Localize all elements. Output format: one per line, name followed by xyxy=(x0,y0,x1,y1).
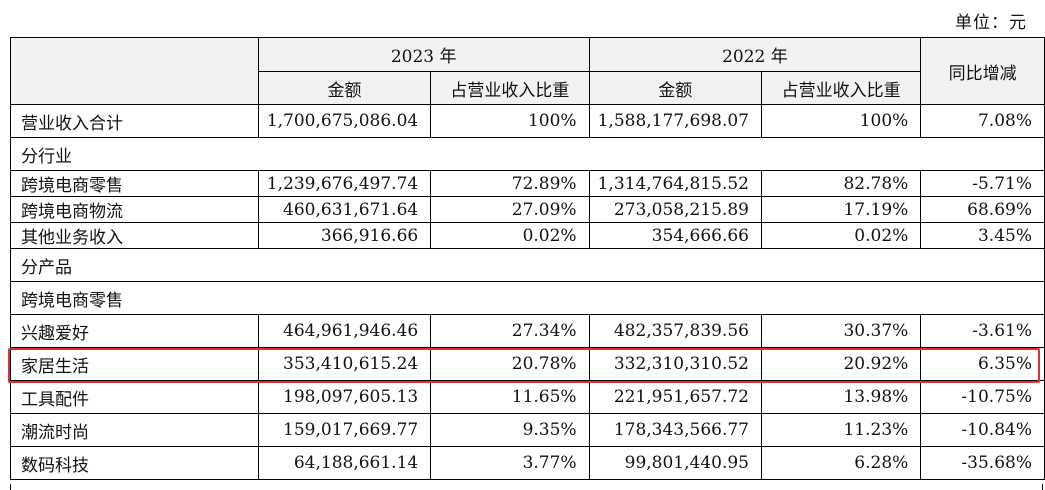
amount-2023: 198,097,605.13 xyxy=(257,380,432,414)
share-2022: 20.92% xyxy=(760,347,922,381)
header-share-2022: 占营业收入比重 xyxy=(760,71,922,105)
row-label: 营业收入合计 xyxy=(10,104,259,138)
amount-2023: 460,631,671.64 xyxy=(257,196,432,223)
yoy-change: -35.68% xyxy=(920,446,1045,480)
amount-2023: 1,239,676,497.74 xyxy=(257,170,432,197)
section-row-industry: 分行业 xyxy=(10,137,1045,171)
yoy-change: -10.75% xyxy=(920,380,1045,414)
row-label: 数码科技 xyxy=(10,446,259,480)
share-2023: 27.09% xyxy=(430,196,590,223)
row-label: 兴趣爱好 xyxy=(10,314,259,348)
row-label: 跨境电商零售 xyxy=(10,170,259,197)
share-2023: 100% xyxy=(430,104,590,138)
share-2023: 72.89% xyxy=(430,170,590,197)
header-share-2023: 占营业收入比重 xyxy=(430,71,590,105)
table-continuation xyxy=(10,484,1043,490)
share-2022: 11.23% xyxy=(760,413,922,447)
share-2023: 27.34% xyxy=(430,314,590,348)
share-2022: 100% xyxy=(760,104,922,138)
section-row-retail: 跨境电商零售 xyxy=(10,281,1045,315)
amount-2022: 332,310,310.52 xyxy=(588,347,763,381)
amount-2022: 99,801,440.95 xyxy=(588,446,763,480)
table-row-highlighted: 家居生活 353,410,615.24 20.78% 332,310,310.5… xyxy=(10,347,1045,381)
header-year-2023: 2023 年 xyxy=(257,37,590,72)
share-2023: 20.78% xyxy=(430,347,590,381)
header-amount-2022: 金额 xyxy=(588,71,763,105)
table-row: 跨境电商物流 460,631,671.64 27.09% 273,058,215… xyxy=(10,196,1045,223)
amount-2022: 354,666.66 xyxy=(588,222,763,249)
section-row-product: 分产品 xyxy=(10,248,1045,282)
table-row: 兴趣爱好 464,961,946.46 27.34% 482,357,839.5… xyxy=(10,314,1045,348)
header-year-2022: 2022 年 xyxy=(588,37,922,72)
amount-2023: 64,188,661.14 xyxy=(257,446,432,480)
table-row: 其他业务收入 366,916.66 0.02% 354,666.66 0.02%… xyxy=(10,222,1045,249)
table-row-total: 营业收入合计 1,700,675,086.04 100% 1,588,177,6… xyxy=(10,104,1045,138)
yoy-change: -3.61% xyxy=(920,314,1045,348)
section-label: 跨境电商零售 xyxy=(10,281,1045,315)
share-2023: 3.77% xyxy=(430,446,590,480)
share-2022: 17.19% xyxy=(760,196,922,223)
table-row: 潮流时尚 159,017,669.77 9.35% 178,343,566.77… xyxy=(10,413,1045,447)
header-amount-2023: 金额 xyxy=(257,71,432,105)
header-blank-cell xyxy=(10,37,259,105)
row-label: 跨境电商物流 xyxy=(10,196,259,223)
revenue-table: 2023 年 2022 年 同比增减 金额 占营业收入比重 金额 占营业收入比重… xyxy=(10,37,1045,480)
share-2022: 30.37% xyxy=(760,314,922,348)
amount-2022: 1,314,764,815.52 xyxy=(588,170,763,197)
amount-2022: 273,058,215.89 xyxy=(588,196,763,223)
share-2022: 82.78% xyxy=(760,170,922,197)
amount-2022: 178,343,566.77 xyxy=(588,413,763,447)
table-row: 工具配件 198,097,605.13 11.65% 221,951,657.7… xyxy=(10,380,1045,414)
share-2022: 0.02% xyxy=(760,222,922,249)
amount-2023: 464,961,946.46 xyxy=(257,314,432,348)
yoy-change: -10.84% xyxy=(920,413,1045,447)
share-2023: 11.65% xyxy=(430,380,590,414)
amount-2022: 221,951,657.72 xyxy=(588,380,763,414)
amount-2023: 159,017,669.77 xyxy=(257,413,432,447)
share-2022: 6.28% xyxy=(760,446,922,480)
amount-2023: 353,410,615.24 xyxy=(257,347,432,381)
amount-2022: 482,357,839.56 xyxy=(588,314,763,348)
share-2022: 13.98% xyxy=(760,380,922,414)
amount-2022: 1,588,177,698.07 xyxy=(588,104,763,138)
row-label: 工具配件 xyxy=(10,380,259,414)
section-label: 分产品 xyxy=(10,248,1045,282)
amount-2023: 366,916.66 xyxy=(257,222,432,249)
row-label: 潮流时尚 xyxy=(10,413,259,447)
yoy-change: 7.08% xyxy=(920,104,1045,138)
yoy-change: 68.69% xyxy=(920,196,1045,223)
row-label: 其他业务收入 xyxy=(10,222,259,249)
section-label: 分行业 xyxy=(10,137,1045,171)
table-row: 数码科技 64,188,661.14 3.77% 99,801,440.95 6… xyxy=(10,446,1045,480)
share-2023: 0.02% xyxy=(430,222,590,249)
yoy-change: -5.71% xyxy=(920,170,1045,197)
header-yoy: 同比增减 xyxy=(920,37,1045,105)
unit-label: 单位：元 xyxy=(955,13,1027,33)
row-label: 家居生活 xyxy=(10,347,259,381)
yoy-change: 3.45% xyxy=(920,222,1045,249)
share-2023: 9.35% xyxy=(430,413,590,447)
yoy-change: 6.35% xyxy=(920,347,1045,381)
table-row: 跨境电商零售 1,239,676,497.74 72.89% 1,314,764… xyxy=(10,170,1045,197)
amount-2023: 1,700,675,086.04 xyxy=(257,104,432,138)
